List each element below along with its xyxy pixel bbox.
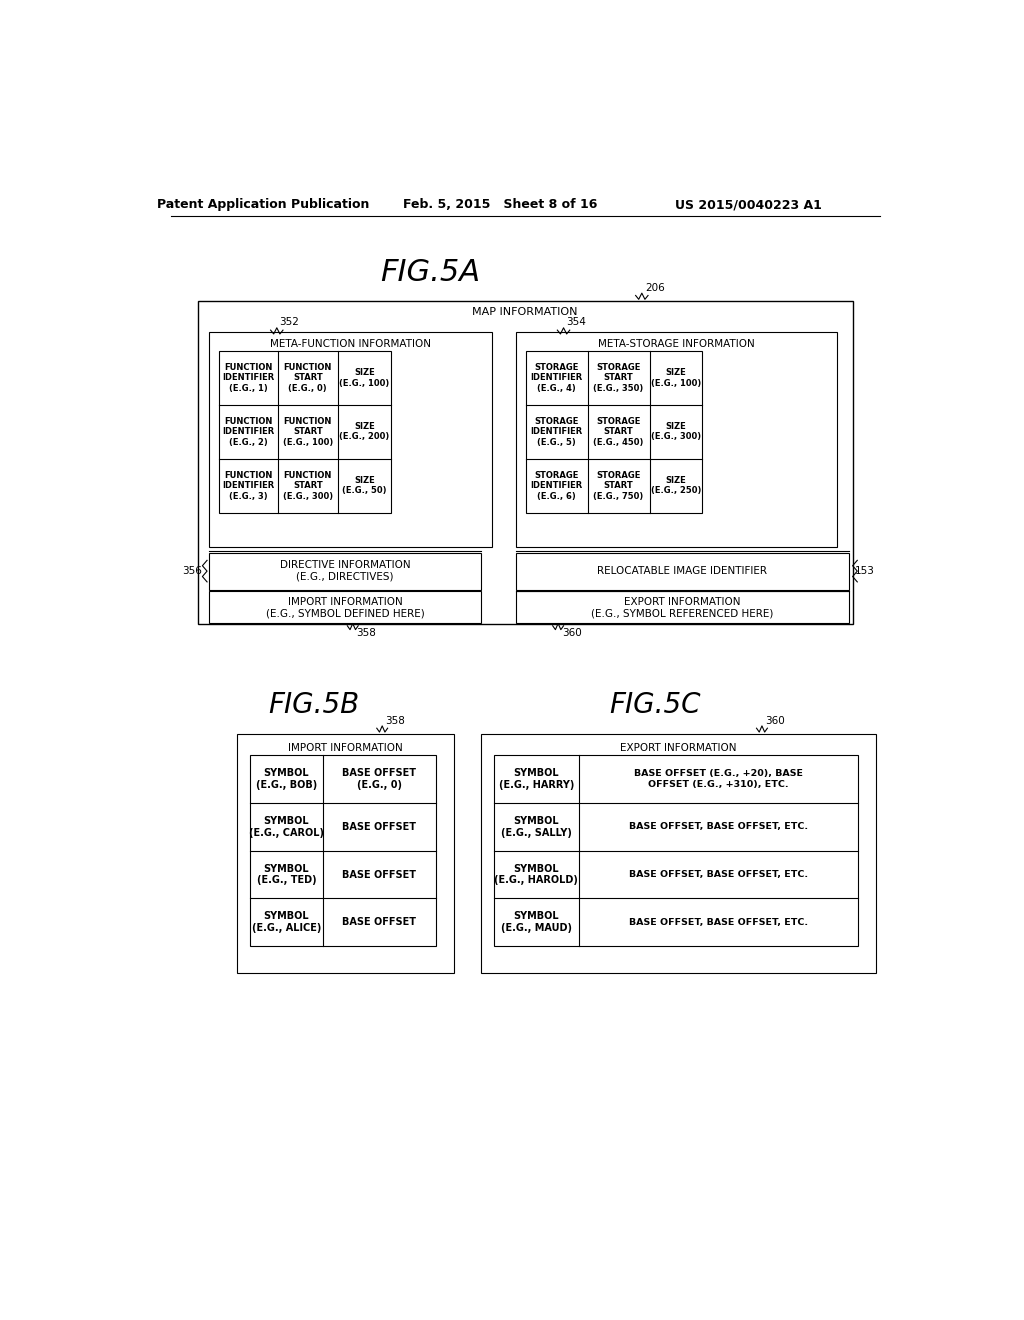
Text: BASE OFFSET, BASE OFFSET, ETC.: BASE OFFSET, BASE OFFSET, ETC. — [629, 870, 808, 879]
Text: SYMBOL
(E.G., HARRY): SYMBOL (E.G., HARRY) — [499, 768, 574, 789]
Bar — [209, 331, 493, 548]
Bar — [515, 591, 849, 623]
Text: SYMBOL
(E.G., MAUD): SYMBOL (E.G., MAUD) — [501, 911, 572, 933]
Text: STORAGE
IDENTIFIER
(E.G., 4): STORAGE IDENTIFIER (E.G., 4) — [530, 363, 583, 393]
Text: BASE OFFSET, BASE OFFSET, ETC.: BASE OFFSET, BASE OFFSET, ETC. — [629, 822, 808, 832]
Text: 358: 358 — [385, 715, 406, 726]
Text: DIRECTIVE INFORMATION
(E.G., DIRECTIVES): DIRECTIVE INFORMATION (E.G., DIRECTIVES) — [280, 560, 411, 582]
Text: 153: 153 — [855, 566, 874, 576]
Text: 360: 360 — [562, 628, 582, 638]
Text: BASE OFFSET: BASE OFFSET — [342, 822, 417, 832]
Bar — [515, 553, 849, 590]
Bar — [250, 755, 435, 946]
Text: BASE OFFSET, BASE OFFSET, ETC.: BASE OFFSET, BASE OFFSET, ETC. — [629, 917, 808, 927]
Text: FUNCTION
IDENTIFIER
(E.G., 1): FUNCTION IDENTIFIER (E.G., 1) — [222, 363, 274, 393]
Text: Patent Application Publication: Patent Application Publication — [158, 198, 370, 211]
Text: RELOCATABLE IMAGE IDENTIFIER: RELOCATABLE IMAGE IDENTIFIER — [597, 566, 767, 576]
Text: SYMBOL
(E.G., CAROL): SYMBOL (E.G., CAROL) — [249, 816, 324, 838]
Text: 352: 352 — [280, 317, 299, 327]
Text: FUNCTION
IDENTIFIER
(E.G., 3): FUNCTION IDENTIFIER (E.G., 3) — [222, 471, 274, 500]
Text: FUNCTION
IDENTIFIER
(E.G., 2): FUNCTION IDENTIFIER (E.G., 2) — [222, 417, 274, 446]
Text: IMPORT INFORMATION: IMPORT INFORMATION — [288, 743, 402, 754]
Text: STORAGE
IDENTIFIER
(E.G., 6): STORAGE IDENTIFIER (E.G., 6) — [530, 471, 583, 500]
Text: 356: 356 — [181, 566, 202, 576]
Text: SYMBOL
(E.G., HAROLD): SYMBOL (E.G., HAROLD) — [495, 863, 579, 886]
Bar — [525, 351, 702, 512]
Text: SIZE
(E.G., 250): SIZE (E.G., 250) — [650, 477, 701, 495]
Text: 360: 360 — [765, 715, 784, 726]
Text: EXPORT INFORMATION: EXPORT INFORMATION — [620, 743, 736, 754]
Bar — [219, 351, 391, 512]
Text: FUNCTION
START
(E.G., 0): FUNCTION START (E.G., 0) — [284, 363, 332, 393]
Text: FUNCTION
START
(E.G., 100): FUNCTION START (E.G., 100) — [283, 417, 333, 446]
Text: FIG.5A: FIG.5A — [380, 257, 480, 286]
Text: IMPORT INFORMATION
(E.G., SYMBOL DEFINED HERE): IMPORT INFORMATION (E.G., SYMBOL DEFINED… — [265, 597, 424, 618]
Text: MAP INFORMATION: MAP INFORMATION — [472, 308, 578, 317]
Text: STORAGE
START
(E.G., 350): STORAGE START (E.G., 350) — [594, 363, 644, 393]
Text: META-STORAGE INFORMATION: META-STORAGE INFORMATION — [598, 339, 755, 348]
Text: BASE OFFSET: BASE OFFSET — [342, 917, 417, 927]
Text: STORAGE
IDENTIFIER
(E.G., 5): STORAGE IDENTIFIER (E.G., 5) — [530, 417, 583, 446]
Text: STORAGE
START
(E.G., 450): STORAGE START (E.G., 450) — [593, 417, 644, 446]
Text: SIZE
(E.G., 300): SIZE (E.G., 300) — [651, 422, 701, 441]
Text: SIZE
(E.G., 100): SIZE (E.G., 100) — [339, 368, 389, 388]
Bar — [480, 734, 876, 973]
Text: Feb. 5, 2015   Sheet 8 of 16: Feb. 5, 2015 Sheet 8 of 16 — [402, 198, 597, 211]
Text: BASE OFFSET
(E.G., 0): BASE OFFSET (E.G., 0) — [342, 768, 417, 789]
Bar — [209, 591, 480, 623]
Text: STORAGE
START
(E.G., 750): STORAGE START (E.G., 750) — [594, 471, 644, 500]
Bar — [209, 553, 480, 590]
Text: FUNCTION
START
(E.G., 300): FUNCTION START (E.G., 300) — [283, 471, 333, 500]
Text: SYMBOL
(E.G., SALLY): SYMBOL (E.G., SALLY) — [501, 816, 571, 838]
Text: SIZE
(E.G., 200): SIZE (E.G., 200) — [339, 422, 389, 441]
Bar — [494, 755, 858, 946]
Text: FIG.5C: FIG.5C — [609, 692, 700, 719]
Bar — [237, 734, 454, 973]
Text: SYMBOL
(E.G., ALICE): SYMBOL (E.G., ALICE) — [252, 911, 322, 933]
Text: 354: 354 — [566, 317, 586, 327]
Text: SYMBOL
(E.G., TED): SYMBOL (E.G., TED) — [257, 863, 316, 886]
Text: SIZE
(E.G., 50): SIZE (E.G., 50) — [342, 477, 387, 495]
Text: SYMBOL
(E.G., BOB): SYMBOL (E.G., BOB) — [256, 768, 317, 789]
Bar — [515, 331, 838, 548]
Text: 206: 206 — [646, 282, 666, 293]
Bar — [198, 301, 853, 624]
Text: BASE OFFSET (E.G., +20), BASE
OFFSET (E.G., +310), ETC.: BASE OFFSET (E.G., +20), BASE OFFSET (E.… — [634, 770, 803, 789]
Text: META-FUNCTION INFORMATION: META-FUNCTION INFORMATION — [270, 339, 431, 348]
Text: BASE OFFSET: BASE OFFSET — [342, 870, 417, 879]
Text: SIZE
(E.G., 100): SIZE (E.G., 100) — [651, 368, 701, 388]
Text: FIG.5B: FIG.5B — [268, 692, 359, 719]
Text: EXPORT INFORMATION
(E.G., SYMBOL REFERENCED HERE): EXPORT INFORMATION (E.G., SYMBOL REFEREN… — [591, 597, 773, 618]
Text: US 2015/0040223 A1: US 2015/0040223 A1 — [675, 198, 821, 211]
Text: 358: 358 — [356, 628, 377, 638]
